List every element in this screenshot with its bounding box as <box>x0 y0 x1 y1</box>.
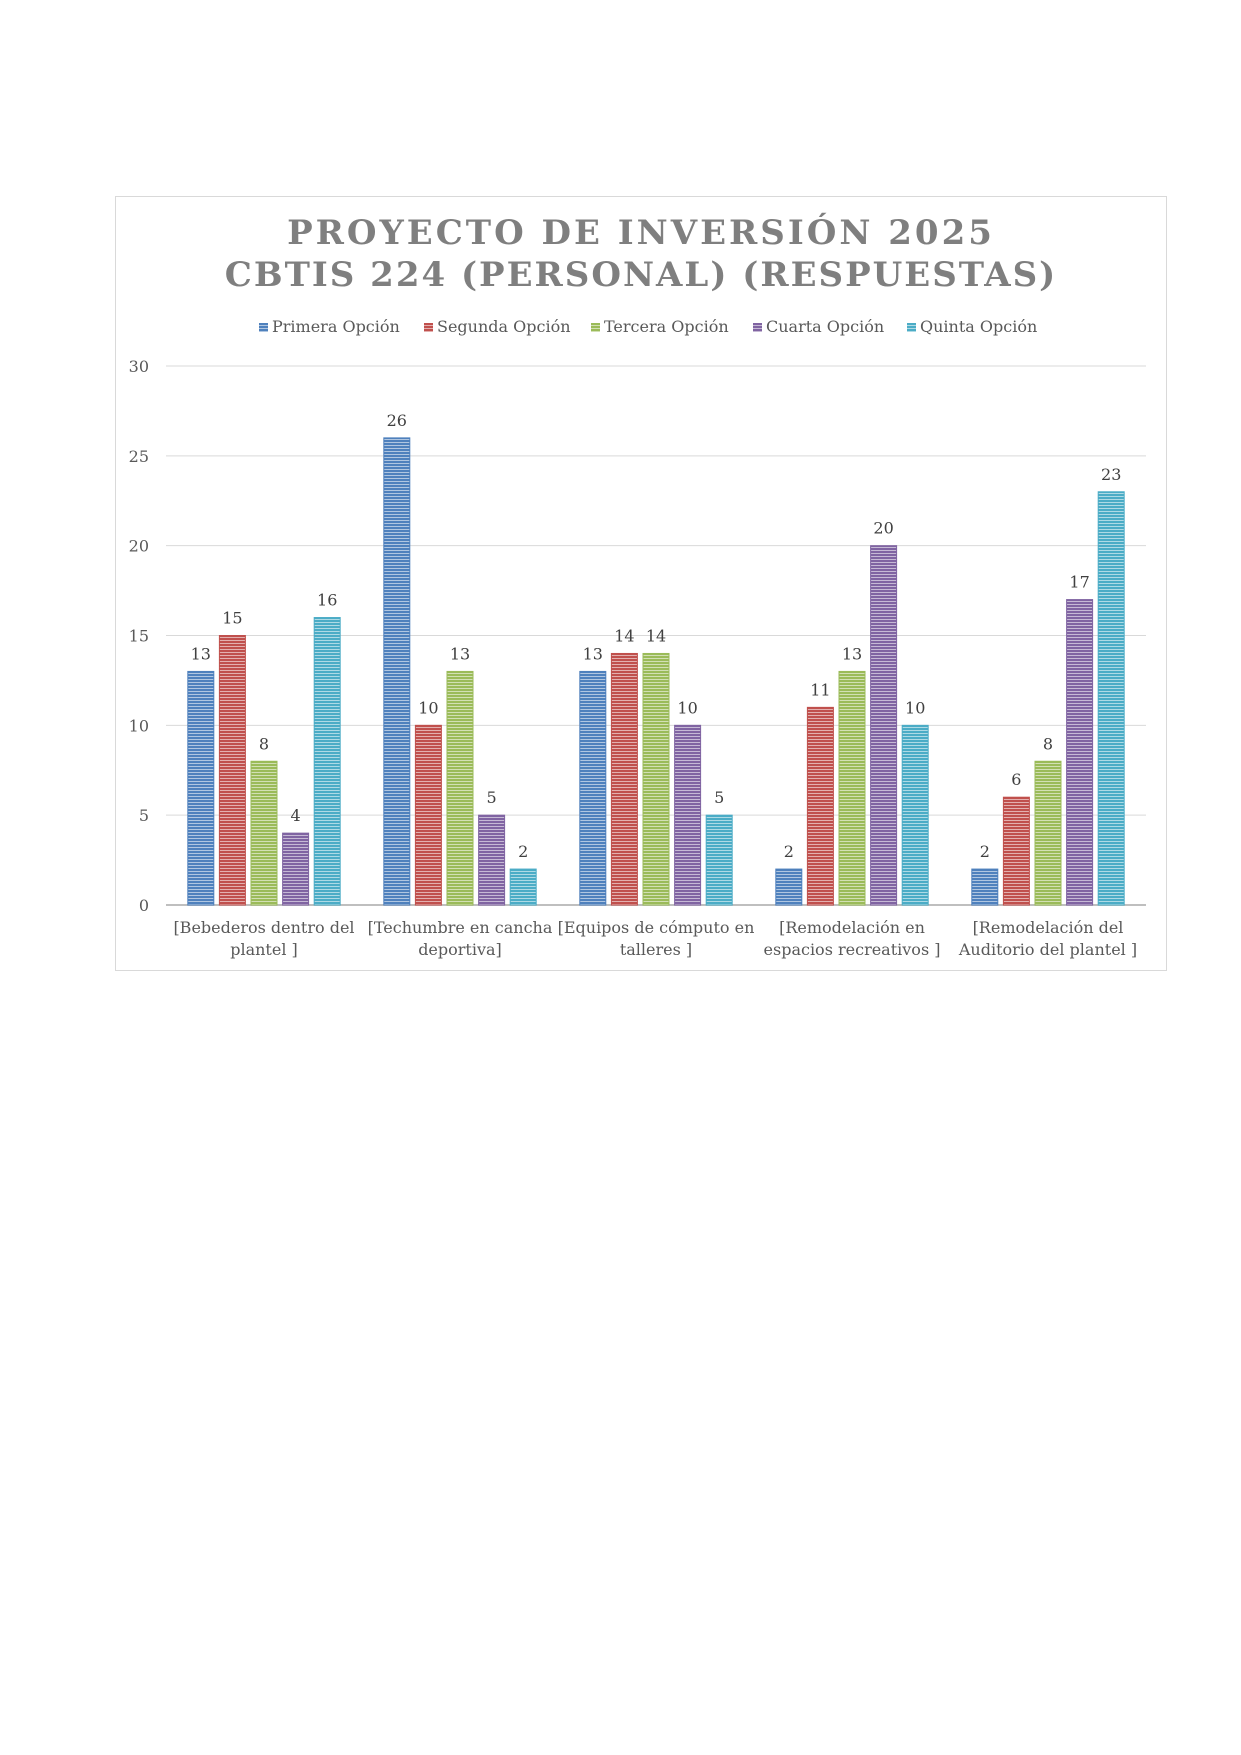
data-label: 10 <box>677 698 697 717</box>
legend-swatch <box>424 323 433 332</box>
legend-swatch <box>753 323 762 332</box>
bar <box>806 706 834 906</box>
bar <box>838 670 866 906</box>
legend-label: Quinta Opción <box>920 317 1037 336</box>
bar <box>1002 796 1030 906</box>
bar <box>509 868 537 906</box>
bar <box>705 814 733 906</box>
bar <box>446 670 474 906</box>
bar <box>282 832 310 906</box>
data-label: 14 <box>646 626 666 645</box>
data-label: 17 <box>1069 573 1089 592</box>
bar <box>187 670 215 906</box>
data-label: 26 <box>387 411 407 430</box>
category-label: [Remodelación en espacios recreativos ] <box>764 918 941 959</box>
bar <box>1034 760 1062 906</box>
bar <box>218 635 246 906</box>
bar <box>901 724 929 906</box>
bar <box>414 724 442 906</box>
data-label: 8 <box>1043 734 1053 753</box>
category-label: [Equipos de cómputo en talleres ] <box>558 918 755 959</box>
bar <box>1097 491 1125 906</box>
bar <box>383 437 411 906</box>
bar <box>870 545 898 906</box>
data-label: 2 <box>784 842 794 861</box>
data-label: 13 <box>583 644 603 663</box>
bar <box>674 724 702 906</box>
data-label: 10 <box>418 698 438 717</box>
bar <box>579 670 607 906</box>
bar <box>642 652 670 906</box>
data-label: 2 <box>980 842 990 861</box>
category-label: [Remodelación del Auditorio del plantel ] <box>958 918 1137 959</box>
legend-item: Tercera Opción <box>591 317 729 336</box>
data-label: 5 <box>714 788 724 807</box>
legend-label: Primera Opción <box>272 317 400 336</box>
legend: Primera Opción Segunda Opción Tercera Opci… <box>259 317 1037 336</box>
data-label: 8 <box>259 734 269 753</box>
y-axis: 0 5 10 15 20 25 30 <box>129 357 149 915</box>
legend-item: Cuarta Opción <box>753 317 884 336</box>
legend-item: Primera Opción <box>259 317 400 336</box>
data-label: 23 <box>1101 465 1121 484</box>
chart-frame: PROYECTO DE INVERSIÓN 2025 CBTIS 224 (PE… <box>115 196 1167 971</box>
bar <box>478 814 506 906</box>
data-label: 5 <box>487 788 497 807</box>
data-label: 2 <box>518 842 528 861</box>
bar <box>775 868 803 906</box>
legend-label: Tercera Opción <box>604 317 729 336</box>
legend-swatch <box>259 323 268 332</box>
legend-label: Segunda Opción <box>437 317 571 336</box>
chart-title-line-2: CBTIS 224 (PERSONAL) (RESPUESTAS) <box>225 255 1057 295</box>
data-label: 6 <box>1011 770 1021 789</box>
data-label: 13 <box>450 644 470 663</box>
data-label: 13 <box>191 644 211 663</box>
data-label: 11 <box>810 680 830 699</box>
x-axis: [Bebederos dentro del plantel ] [Techumbre… <box>173 918 1137 959</box>
y-tick-label: 10 <box>129 716 149 735</box>
data-label: 15 <box>222 609 242 628</box>
bar <box>250 760 278 906</box>
legend-swatch <box>907 323 916 332</box>
bar <box>610 652 638 906</box>
bar <box>1066 599 1094 906</box>
data-label: 16 <box>317 591 337 610</box>
y-tick-label: 25 <box>129 447 149 466</box>
y-tick-label: 5 <box>139 806 149 825</box>
data-label: 14 <box>614 626 634 645</box>
y-tick-label: 0 <box>139 896 149 915</box>
legend-item: Quinta Opción <box>907 317 1037 336</box>
data-label: 13 <box>842 644 862 663</box>
bar-chart: PROYECTO DE INVERSIÓN 2025 CBTIS 224 (PE… <box>129 212 1146 959</box>
y-tick-label: 30 <box>129 357 149 376</box>
data-label: 20 <box>873 519 893 538</box>
y-tick-label: 20 <box>129 537 149 556</box>
legend-label: Cuarta Opción <box>766 317 884 336</box>
category-label: [Techumbre en cancha deportiva] <box>368 918 553 959</box>
legend-swatch <box>591 323 600 332</box>
bar <box>313 617 341 906</box>
bar <box>971 868 999 906</box>
data-label: 10 <box>905 698 925 717</box>
legend-item: Segunda Opción <box>424 317 571 336</box>
data-label: 4 <box>291 806 301 825</box>
chart-title-line-1: PROYECTO DE INVERSIÓN 2025 <box>287 212 995 253</box>
category-label: [Bebederos dentro del plantel ] <box>173 918 354 959</box>
y-tick-label: 15 <box>129 627 149 646</box>
